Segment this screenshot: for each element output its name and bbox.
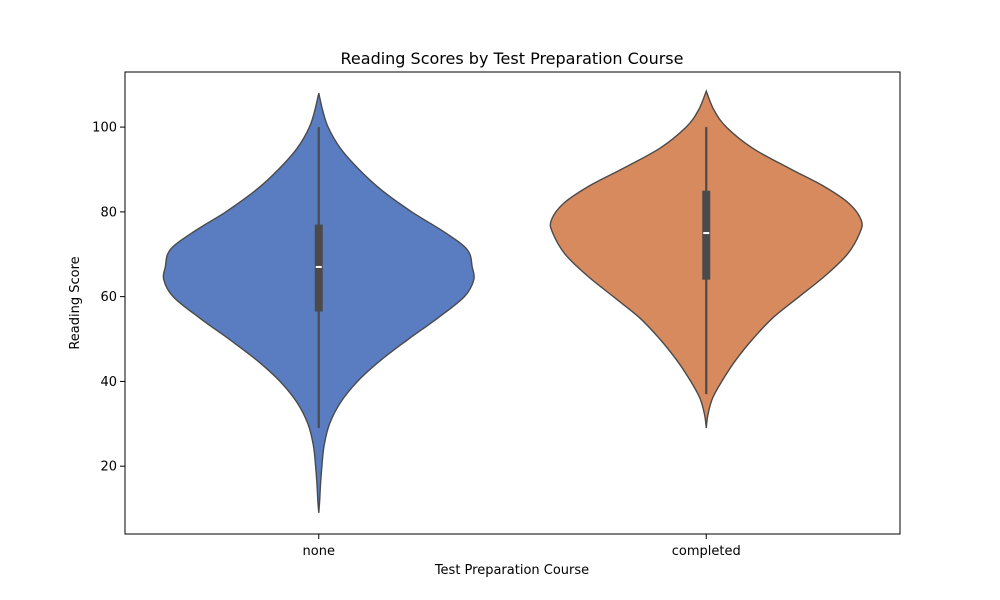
violin-iqr-box-none (314, 224, 323, 312)
chart-title: Reading Scores by Test Preparation Cours… (341, 49, 684, 68)
y-tick-label: 80 (100, 205, 117, 220)
x-axis: none completed (303, 534, 741, 559)
x-axis-label: Test Preparation Course (434, 563, 589, 578)
y-tick-label: 60 (100, 290, 117, 305)
violin-iqr-box-completed (702, 190, 711, 280)
plot-frame (124, 71, 901, 535)
y-axis: 20 40 60 80 100 (92, 121, 125, 475)
violin-completed (549, 89, 863, 429)
x-tick-label-none: none (303, 544, 335, 559)
y-axis-label: Reading Score (68, 256, 83, 349)
y-tick-label: 100 (92, 121, 117, 136)
violins-layer (162, 89, 863, 513)
x-tick-label-completed: completed (672, 544, 741, 559)
violin-none (162, 93, 475, 513)
y-tick-label: 40 (100, 375, 117, 390)
y-tick-label: 20 (100, 460, 117, 475)
